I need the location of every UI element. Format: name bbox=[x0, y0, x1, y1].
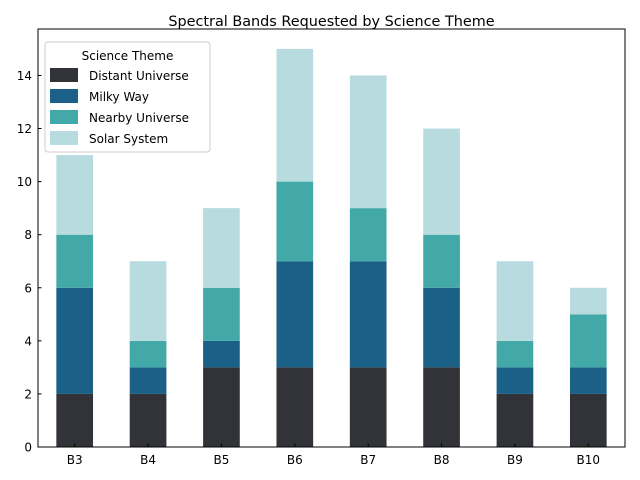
bar-B9-milky-way bbox=[496, 367, 534, 394]
bar-B6-nearby-universe bbox=[276, 181, 314, 262]
bar-B8-distant-universe bbox=[423, 367, 460, 447]
y-tick-label: 0 bbox=[24, 441, 32, 455]
legend-title: Science Theme bbox=[82, 49, 174, 63]
bar-B8-milky-way bbox=[423, 287, 460, 368]
x-tick-label: B5 bbox=[214, 453, 230, 467]
bar-B10-solar-system bbox=[569, 287, 607, 315]
legend-swatch bbox=[50, 89, 78, 103]
bar-B10-nearby-universe bbox=[569, 314, 607, 368]
bar-B9-nearby-universe bbox=[496, 340, 534, 368]
legend-label: Nearby Universe bbox=[89, 111, 189, 125]
x-tick-label: B8 bbox=[434, 453, 450, 467]
bar-B8-solar-system bbox=[423, 128, 460, 235]
bar-B7-solar-system bbox=[349, 75, 387, 209]
y-tick-label: 4 bbox=[24, 334, 32, 348]
bar-B3-milky-way bbox=[56, 287, 94, 394]
bar-B6-milky-way bbox=[276, 261, 314, 368]
bar-B9-solar-system bbox=[496, 261, 534, 341]
bar-B4-milky-way bbox=[129, 367, 167, 394]
bar-B3-nearby-universe bbox=[56, 234, 94, 288]
bar-B10-milky-way bbox=[569, 367, 607, 394]
chart-title: Spectral Bands Requested by Science Them… bbox=[168, 14, 494, 30]
legend-label: Milky Way bbox=[89, 90, 149, 104]
legend-label: Solar System bbox=[89, 132, 168, 146]
legend-swatch bbox=[50, 68, 78, 82]
bar-B4-distant-universe bbox=[129, 393, 167, 447]
bar-B9-distant-universe bbox=[496, 393, 534, 447]
bar-B3-solar-system bbox=[56, 155, 94, 235]
x-tick-label: B3 bbox=[67, 453, 83, 467]
bar-B7-distant-universe bbox=[349, 367, 387, 447]
y-tick-label: 14 bbox=[17, 69, 32, 83]
legend-swatch bbox=[50, 110, 78, 124]
x-tick-label: B10 bbox=[577, 453, 601, 467]
legend-label: Distant Universe bbox=[89, 69, 189, 83]
y-tick-label: 8 bbox=[24, 228, 32, 242]
x-tick-label: B6 bbox=[287, 453, 303, 467]
bar-B7-milky-way bbox=[349, 261, 387, 368]
y-tick-label: 6 bbox=[24, 281, 32, 295]
plot-frame bbox=[37, 28, 626, 448]
legend-box bbox=[44, 41, 211, 153]
bars-layer bbox=[56, 48, 607, 447]
legend-swatch bbox=[50, 131, 78, 145]
bar-B5-distant-universe bbox=[203, 367, 240, 447]
y-tick-label: 10 bbox=[17, 175, 32, 189]
bar-B10-distant-universe bbox=[569, 393, 607, 447]
x-tick-label: B4 bbox=[140, 453, 156, 467]
y-tick-label: 2 bbox=[24, 387, 32, 401]
bar-B5-milky-way bbox=[203, 340, 240, 368]
bar-B4-nearby-universe bbox=[129, 340, 167, 368]
bar-B4-solar-system bbox=[129, 261, 167, 341]
bar-B6-distant-universe bbox=[276, 367, 314, 447]
x-axis: B3 B4 B5 B6 B7 B8 B9 B10 bbox=[67, 443, 601, 467]
bar-B8-nearby-universe bbox=[423, 234, 460, 288]
bar-B3-distant-universe bbox=[56, 393, 94, 447]
bar-B6-solar-system bbox=[276, 48, 314, 182]
legend: Science Theme Distant Universe Milky Way Ne… bbox=[44, 41, 211, 153]
bar-B5-solar-system bbox=[203, 208, 240, 288]
y-axis: 0 2 4 6 8 10 12 14 bbox=[17, 69, 42, 455]
bar-B7-nearby-universe bbox=[349, 208, 387, 262]
bar-B5-nearby-universe bbox=[203, 287, 240, 341]
x-tick-label: B9 bbox=[507, 453, 523, 467]
y-tick-label: 12 bbox=[17, 122, 32, 136]
x-tick-label: B7 bbox=[360, 453, 376, 467]
